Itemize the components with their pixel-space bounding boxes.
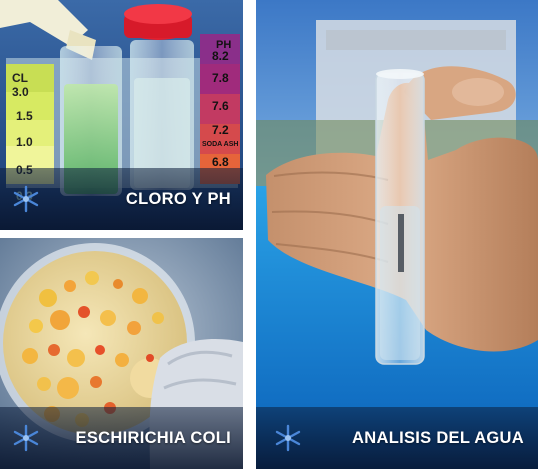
kit-ph-value: 6.8 <box>212 155 229 169</box>
kit-cl-value: 1.5 <box>16 109 33 123</box>
cloro-ph-test-kit-photo: CL 3.0 1.5 1.0 0.5 0.3 PH 8.2 7.8 7.6 7.… <box>0 0 243 230</box>
star-burst-icon <box>275 424 301 452</box>
caption-bar: ESCHIRICHIA COLI <box>0 407 243 469</box>
kit-cl-title: CL <box>12 71 28 85</box>
tile-eschirichia-coli[interactable]: ESCHIRICHIA COLI <box>0 238 243 469</box>
kit-ph-sub: SODA ASH <box>202 141 238 148</box>
tile-label: ESCHIRICHIA COLI <box>75 428 231 447</box>
kit-ph-value: 7.6 <box>212 99 229 113</box>
water-sample-vial-photo <box>256 0 538 469</box>
star-burst-icon <box>13 185 39 213</box>
kit-cl-value: 3.0 <box>12 85 29 99</box>
petri-dish-photo <box>0 238 243 469</box>
tile-label: CLORO Y PH <box>125 189 231 208</box>
tile-analisis-del-agua[interactable]: ANALISIS DEL AGUA <box>256 0 538 469</box>
caption-bar: CLORO Y PH <box>0 168 243 230</box>
star-burst-icon <box>13 424 39 452</box>
caption-bar: ANALISIS DEL AGUA <box>256 407 538 469</box>
kit-ph-title: PH <box>216 39 231 51</box>
tile-cloro-y-ph[interactable]: CL 3.0 1.5 1.0 0.5 0.3 PH 8.2 7.8 7.6 7.… <box>0 0 243 230</box>
kit-ph-value: 7.2 <box>212 123 229 137</box>
kit-ph-value: 7.8 <box>212 71 229 85</box>
tile-label: ANALISIS DEL AGUA <box>352 428 524 447</box>
kit-ph-value: 8.2 <box>212 49 229 63</box>
kit-cl-value: 1.0 <box>16 135 33 149</box>
